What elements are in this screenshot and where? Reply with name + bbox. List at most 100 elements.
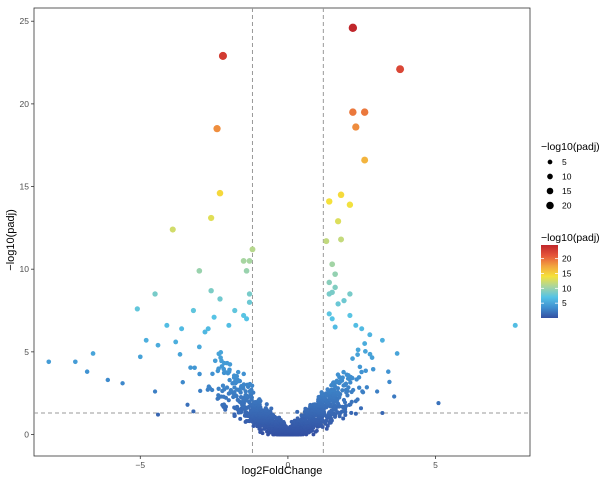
data-point	[226, 322, 232, 328]
data-point	[218, 355, 223, 361]
data-point	[323, 238, 330, 245]
size-legend-label: 20	[562, 201, 572, 211]
axes: −5 0 5 0 5 10 15 20 25	[20, 16, 439, 470]
y-tick-label: 10	[20, 264, 30, 274]
data-point	[227, 367, 232, 373]
data-point	[244, 316, 250, 322]
data-point	[359, 326, 365, 332]
data-point	[308, 402, 313, 408]
data-point	[334, 218, 342, 225]
data-point	[348, 23, 358, 33]
data-point	[512, 322, 518, 328]
data-point	[213, 125, 221, 133]
data-point	[232, 390, 237, 395]
data-point	[386, 369, 391, 374]
size-legend-key	[546, 187, 554, 195]
data-point	[387, 379, 392, 385]
data-point	[335, 372, 341, 377]
data-point	[206, 384, 211, 389]
data-point	[185, 402, 190, 407]
data-point	[349, 410, 354, 415]
data-point	[314, 428, 319, 433]
data-point	[312, 402, 317, 407]
data-point	[346, 385, 351, 390]
color-legend-title: −log10(padj)	[541, 232, 600, 244]
data-point	[379, 337, 385, 343]
data-point	[326, 279, 332, 286]
colorbar-label: 10	[562, 283, 572, 293]
data-point	[353, 411, 358, 416]
data-point	[295, 416, 300, 421]
data-point	[295, 409, 300, 414]
data-point	[90, 351, 96, 356]
data-point	[238, 395, 244, 400]
x-tick-label: −5	[135, 460, 145, 470]
data-point	[369, 355, 375, 360]
data-point	[179, 326, 185, 332]
data-point	[216, 366, 221, 371]
data-point	[197, 371, 202, 377]
size-legend-label: 10	[562, 172, 572, 182]
data-point	[339, 409, 344, 414]
x-axis-title: log2FoldChange	[242, 465, 323, 477]
data-point	[220, 383, 226, 388]
data-point	[196, 268, 203, 274]
colorbar-label: 15	[562, 268, 572, 278]
data-point	[355, 347, 361, 353]
data-point	[221, 402, 227, 407]
data-point	[169, 226, 176, 233]
data-point	[343, 381, 349, 386]
data-point	[361, 156, 369, 164]
data-point	[357, 385, 362, 390]
data-point	[243, 392, 248, 398]
data-point	[349, 399, 354, 404]
data-point	[355, 397, 360, 402]
data-point	[226, 398, 231, 403]
size-legend-label: 5	[562, 157, 567, 167]
data-point	[240, 258, 247, 264]
data-point	[319, 390, 324, 395]
data-point	[177, 352, 183, 357]
data-point	[216, 189, 224, 197]
y-tick-label: 5	[24, 347, 29, 357]
data-point	[277, 415, 282, 420]
data-point	[281, 419, 286, 424]
data-point	[311, 432, 316, 437]
data-point	[350, 356, 355, 361]
data-point	[367, 332, 373, 338]
size-legend-key	[547, 173, 553, 180]
x-tick-label: 5	[433, 460, 438, 470]
size-legend-key	[546, 201, 554, 210]
data-point	[367, 351, 373, 357]
data-point	[231, 373, 237, 378]
data-point	[392, 394, 397, 399]
data-point	[241, 312, 247, 319]
data-point	[396, 65, 405, 74]
data-point	[362, 341, 368, 346]
data-point	[332, 271, 338, 277]
plot-panel	[33, 7, 531, 457]
data-point	[380, 411, 385, 416]
data-point	[265, 429, 269, 434]
data-point	[351, 387, 356, 393]
y-axis-title: −log10(padj)	[5, 209, 17, 270]
data-point	[218, 350, 224, 355]
panel-border	[33, 7, 531, 457]
data-point	[358, 406, 364, 411]
data-point	[190, 307, 197, 314]
data-point	[219, 364, 225, 369]
data-point	[188, 365, 193, 370]
y-tick-label: 0	[24, 430, 29, 440]
data-point	[360, 108, 369, 116]
data-point	[370, 366, 376, 372]
data-point	[343, 413, 348, 418]
data-point	[326, 311, 332, 317]
data-point	[340, 404, 345, 409]
data-point	[152, 291, 158, 297]
data-point	[329, 316, 335, 322]
data-point	[202, 329, 208, 335]
data-points	[46, 23, 518, 437]
data-point	[341, 397, 347, 403]
